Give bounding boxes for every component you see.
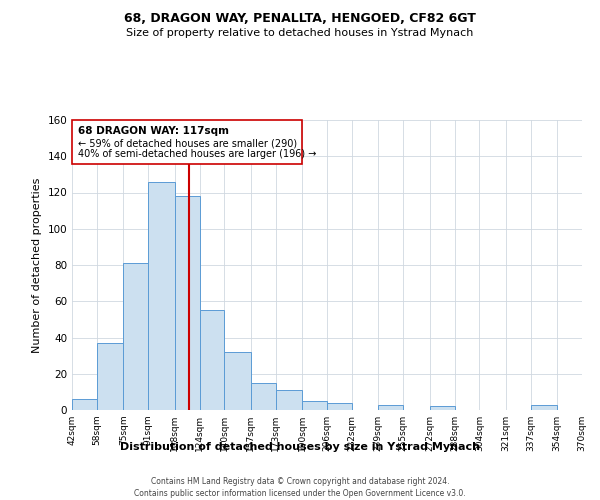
Bar <box>72 120 302 164</box>
Bar <box>327 403 352 410</box>
Bar <box>97 343 124 410</box>
Bar <box>275 390 302 410</box>
Y-axis label: Number of detached properties: Number of detached properties <box>32 178 42 352</box>
Text: Contains HM Land Registry data © Crown copyright and database right 2024.: Contains HM Land Registry data © Crown c… <box>151 478 449 486</box>
Bar <box>379 404 403 410</box>
Bar <box>251 383 275 410</box>
Bar <box>175 196 199 410</box>
Text: ← 59% of detached houses are smaller (290): ← 59% of detached houses are smaller (29… <box>78 138 298 148</box>
Text: 68 DRAGON WAY: 117sqm: 68 DRAGON WAY: 117sqm <box>78 126 229 136</box>
Bar <box>530 404 557 410</box>
Text: Distribution of detached houses by size in Ystrad Mynach: Distribution of detached houses by size … <box>120 442 480 452</box>
Text: Size of property relative to detached houses in Ystrad Mynach: Size of property relative to detached ho… <box>127 28 473 38</box>
Text: 40% of semi-detached houses are larger (196) →: 40% of semi-detached houses are larger (… <box>78 149 317 159</box>
Bar <box>302 401 327 410</box>
Text: Contains public sector information licensed under the Open Government Licence v3: Contains public sector information licen… <box>134 489 466 498</box>
Bar <box>124 263 148 410</box>
Bar <box>430 406 455 410</box>
Text: 68, DRAGON WAY, PENALLTA, HENGOED, CF82 6GT: 68, DRAGON WAY, PENALLTA, HENGOED, CF82 … <box>124 12 476 26</box>
Bar <box>72 399 97 410</box>
Bar <box>199 310 224 410</box>
Bar <box>148 182 175 410</box>
Bar <box>224 352 251 410</box>
